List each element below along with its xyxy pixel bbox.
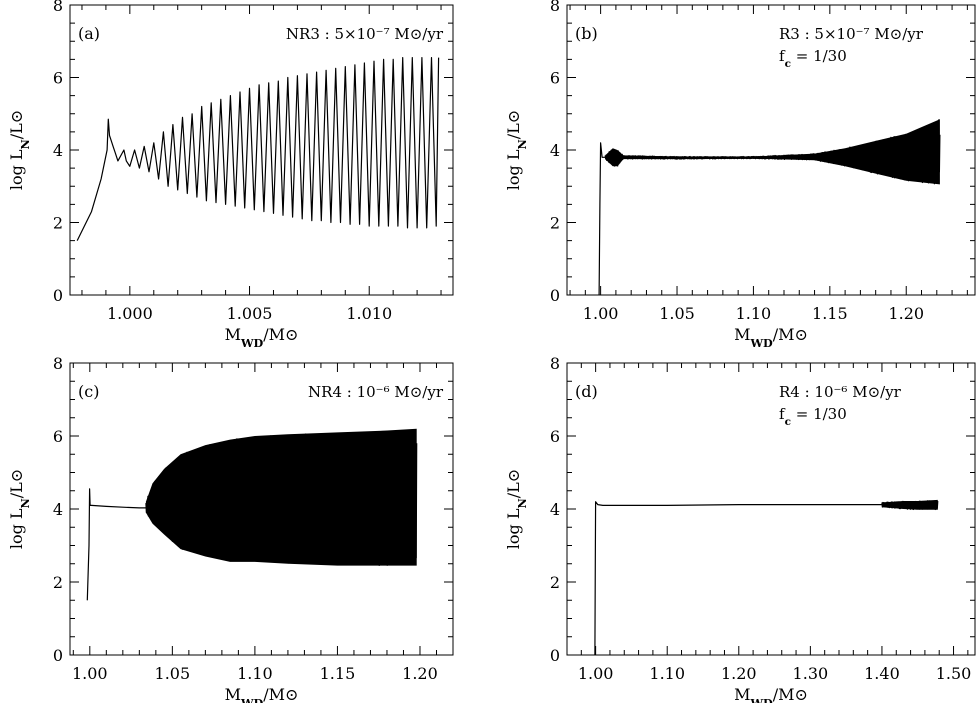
x-tick-label: 1.10 bbox=[736, 304, 772, 323]
x-tick-label: 1.20 bbox=[888, 304, 924, 323]
series-line bbox=[86, 488, 146, 601]
oscillation-trace bbox=[145, 430, 418, 567]
x-tick-label: 1.50 bbox=[936, 664, 972, 683]
annotation-line: R4 : 10⁻⁶ M⊙/yr bbox=[779, 383, 902, 401]
panel-label: (c) bbox=[78, 382, 99, 401]
panel-c: 0 2 4 6 8 1.00 1.05 1.10 1.15 1.20 MWD/M⊙ log LN/L⊙… bbox=[7, 354, 454, 703]
x-tick-label: 1.000 bbox=[107, 304, 153, 323]
y-ticks bbox=[567, 362, 975, 656]
y-axis-label: log LN/L⊙ bbox=[504, 110, 529, 190]
y-tick-label: 2 bbox=[550, 214, 560, 233]
y-tick-label: 8 bbox=[550, 354, 560, 373]
x-ticks bbox=[569, 5, 968, 295]
x-axis-label: MWD/M⊙ bbox=[225, 685, 299, 703]
panel-label: (b) bbox=[575, 24, 598, 43]
y-tick-label: 6 bbox=[53, 427, 63, 446]
series-line bbox=[76, 56, 440, 241]
x-axis-label: MWD/M⊙ bbox=[225, 325, 299, 350]
panel-label: (a) bbox=[78, 24, 100, 43]
y-tick-label: 2 bbox=[53, 214, 63, 233]
x-tick-label: 1.010 bbox=[346, 304, 392, 323]
oscillation-trace bbox=[881, 500, 939, 511]
y-axis-label: log LN/L⊙ bbox=[7, 469, 32, 549]
y-ticks bbox=[70, 362, 453, 656]
y-tick-label: 6 bbox=[53, 69, 63, 88]
y-tick-label: 6 bbox=[550, 69, 560, 88]
y-tick-label: 4 bbox=[53, 500, 63, 519]
y-tick-label: 6 bbox=[550, 427, 560, 446]
series-line bbox=[598, 142, 606, 295]
y-tick-label: 8 bbox=[53, 354, 63, 373]
y-tick-label: 4 bbox=[550, 500, 560, 519]
y-tick-label: 2 bbox=[53, 573, 63, 592]
annotation-line: fc = 1/30 bbox=[779, 47, 847, 70]
x-ticks bbox=[81, 5, 442, 295]
y-ticks bbox=[70, 4, 453, 296]
y-tick-label: 8 bbox=[550, 0, 560, 15]
annotation-line: NR4 : 10⁻⁶ M⊙/yr bbox=[308, 383, 444, 401]
y-tick-label: 0 bbox=[550, 286, 560, 305]
plot-area bbox=[598, 119, 941, 295]
x-axis-label: MWD/M⊙ bbox=[734, 685, 808, 703]
y-tick-label: 4 bbox=[550, 141, 560, 160]
x-tick-label: 1.10 bbox=[649, 664, 685, 683]
y-tick-label: 0 bbox=[53, 286, 63, 305]
annotation-line: R3 : 5×10⁻⁷ M⊙/yr bbox=[779, 25, 924, 43]
y-axis-label: log LN/L⊙ bbox=[504, 469, 529, 549]
oscillation-envelope bbox=[605, 119, 940, 185]
y-tick-label: 4 bbox=[53, 141, 63, 160]
y-tick-label: 2 bbox=[550, 573, 560, 592]
plot-area bbox=[594, 499, 939, 655]
annotation-line: NR3 : 5×10⁻⁷ M⊙/yr bbox=[286, 25, 444, 43]
x-tick-label: 1.05 bbox=[155, 664, 191, 683]
y-tick-label: 8 bbox=[53, 0, 63, 15]
panel-d: 0 2 4 6 8 1.00 1.10 1.20 1.30 1.40 1.50 MWD/M⊙ log L… bbox=[504, 354, 976, 703]
x-ticks bbox=[72, 363, 454, 655]
x-tick-label: 1.05 bbox=[659, 304, 695, 323]
x-tick-label: 1.15 bbox=[812, 304, 848, 323]
x-tick-label: 1.30 bbox=[793, 664, 829, 683]
x-tick-label: 1.10 bbox=[237, 664, 273, 683]
panel-a: 0 2 4 6 8 1.000 1.005 1.010 MWD/M⊙ log LN/L⊙ (a) NR… bbox=[7, 0, 454, 350]
y-tick-label: 0 bbox=[550, 646, 560, 665]
x-axis-label: MWD/M⊙ bbox=[734, 325, 808, 350]
x-tick-label: 1.40 bbox=[864, 664, 900, 683]
annotation-line: fc = 1/30 bbox=[779, 405, 847, 428]
y-axis-label: log LN/L⊙ bbox=[7, 110, 32, 190]
x-tick-label: 1.20 bbox=[402, 664, 438, 683]
panel-b: 0 2 4 6 8 1.00 1.05 1.10 1.15 1.20 MWD/M⊙ log LN/L⊙… bbox=[504, 0, 976, 350]
x-tick-label: 1.00 bbox=[578, 664, 614, 683]
oscillation-trace bbox=[604, 119, 941, 185]
plot-area bbox=[76, 56, 440, 241]
x-tick-label: 1.20 bbox=[721, 664, 757, 683]
plot-area bbox=[86, 428, 418, 601]
series-line bbox=[594, 501, 882, 655]
x-tick-label: 1.15 bbox=[320, 664, 356, 683]
x-tick-label: 1.00 bbox=[583, 304, 619, 323]
x-ticks bbox=[566, 363, 969, 655]
panel-label: (d) bbox=[575, 382, 598, 401]
y-tick-label: 0 bbox=[53, 646, 63, 665]
x-tick-label: 1.00 bbox=[72, 664, 108, 683]
y-ticks bbox=[567, 4, 975, 296]
x-tick-label: 1.005 bbox=[227, 304, 273, 323]
